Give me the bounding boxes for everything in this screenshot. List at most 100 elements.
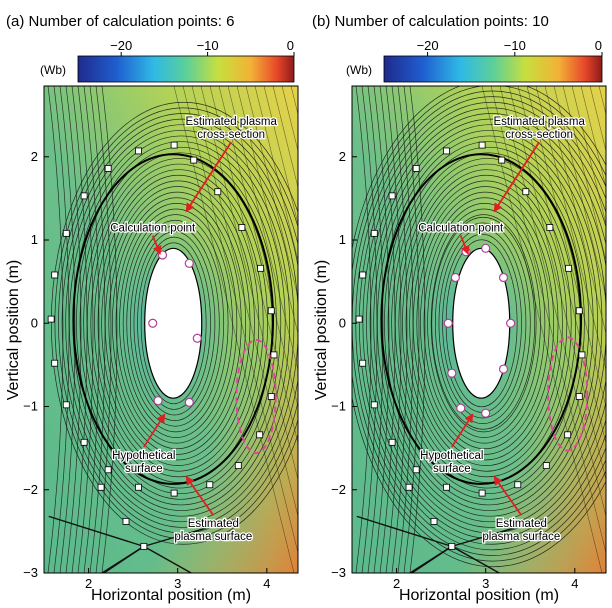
panel-a-surface-point (104, 466, 112, 474)
panel-a-surface-point (51, 271, 59, 279)
panel-b-contour-ring (384, 141, 594, 506)
panel-a-contour-ring (94, 169, 264, 478)
panel-a-contour-ring (76, 141, 286, 506)
panel-a-annotation-text: Estimated (188, 518, 239, 530)
panel-b-contour-ring (398, 163, 576, 483)
panel-b-annotation-text: surface (433, 463, 471, 475)
panel-b-annotation-text: cross-section (505, 129, 573, 141)
panel-b-field-line (544, 86, 606, 335)
panel-a-surface-point (270, 351, 278, 359)
panel-b-surface-point (443, 483, 450, 491)
panel-b-x-tick-label: 3 (482, 576, 489, 591)
panel-b-field-line (409, 86, 426, 573)
panel-a: (a) Number of calculation points: 6 (Wb)… (6, 13, 299, 604)
panel-a-contour-ring (122, 214, 229, 433)
panel-b-xlabel: Horizontal position (m) (399, 587, 559, 604)
panel-b-surface-point (575, 307, 583, 315)
panel-b-calculation-point (456, 403, 466, 413)
panel-a-y-tick-label: −3 (23, 565, 38, 580)
panel-b-axes: 2 3 4 −3 −2 −1 0 1 2 (331, 149, 578, 591)
panel-a-contour-ring (54, 107, 298, 539)
panel-b-colorbar-unit: (Wb) (346, 63, 372, 77)
panel-b-plot-frame (351, 85, 607, 574)
panel-b-contour-ring (416, 191, 555, 455)
panel-b-separatrix-leg (408, 545, 453, 573)
panel-a-y-tick-label: −2 (23, 482, 38, 497)
panel-b-contour-ring (409, 180, 563, 466)
panel-b-surface-point (405, 483, 413, 491)
panel-b-surface-point (478, 489, 486, 497)
panel-a-surface-point (214, 188, 222, 196)
panel-b-estimated-cross-section (547, 336, 589, 452)
panel-a-surface-point (97, 483, 105, 491)
panel-b-colorbar (383, 55, 603, 83)
panel-b-surface-point (430, 517, 438, 525)
panel-b-hypothetical-surface (452, 247, 511, 399)
panel-a-annotation-arrow (151, 235, 162, 255)
panel-b-contour-ring (373, 124, 606, 523)
panel-b-annotation-text: Estimated plasma (493, 116, 585, 128)
panel-a-title: (a) Number of calculation points: 6 (6, 13, 234, 30)
panel-b-calculation-point (498, 272, 509, 283)
panel-b-field-line (385, 86, 402, 573)
panel-b-calculation-point (498, 364, 509, 374)
panel-a-annotation-text: cross-section (197, 129, 265, 141)
panel-a-calculation-point (184, 258, 194, 268)
panel-a-field-line (263, 86, 298, 226)
panel-a-calculation-point (184, 397, 194, 407)
panel-a-field-line (53, 86, 70, 573)
panel-b-x-tick-label: 4 (571, 576, 578, 591)
panel-b-field-line (571, 86, 606, 226)
panel-a-x-tick-label: 4 (263, 576, 270, 591)
panel-a-colorbar-unit: (Wb) (40, 63, 66, 77)
panel-a-annotation: Calculation point (109, 221, 197, 255)
panel-b-surface-point (575, 393, 583, 400)
panel-b-contour-ring (405, 174, 568, 472)
panel-a-surface-point (206, 481, 214, 489)
panel-a-surface-point (267, 393, 275, 400)
panel-b-surface-point (514, 481, 522, 489)
panel-a-y-tick-label: 1 (31, 232, 38, 247)
panel-b-surface-point (564, 431, 572, 439)
panel-a-y-tick-label: 2 (31, 149, 38, 164)
panel-b-colorbar-tick-label: −10 (504, 38, 526, 53)
panel-b-contour-ring (438, 228, 527, 419)
panel-b-ylabel: Vertical position (m) (313, 260, 330, 401)
panel-a-surface-point (135, 483, 142, 491)
panel-a-field-line (65, 86, 82, 573)
panel-a-field-line (173, 86, 295, 573)
panel-b: (b) Number of calculation points: 10 (Wb… (312, 13, 607, 604)
panel-a-contour-ring (115, 203, 238, 444)
panel-a-separatrix-leg (143, 545, 193, 573)
panel-b-contour-ring (387, 146, 590, 500)
panel-b-contour-ring (366, 113, 606, 534)
panel-a-separatrix-leg (143, 517, 240, 548)
panel-b-surface-point (370, 229, 378, 237)
panel-a-field-line (83, 86, 100, 573)
panel-a-separatrix-leg (100, 545, 145, 573)
panel-b-surface-point (370, 401, 378, 409)
panel-a-field-line (209, 86, 298, 445)
panel-b-surface-point (388, 192, 396, 200)
panel-b-calculation-point (443, 318, 453, 328)
panel-b-field-line (517, 86, 606, 445)
panel-a-xlabel: Horizontal position (m) (91, 587, 251, 604)
panel-a-field-line (95, 86, 112, 573)
panel-a-surface-point (190, 156, 198, 164)
panel-b-field-line (373, 86, 390, 573)
panel-a-field-line (89, 86, 106, 573)
panel-a-calculation-point (153, 396, 163, 406)
panel-a-annotation-text: Hypothetical (112, 450, 175, 462)
panel-a-hypothetical-surface (144, 247, 203, 399)
panel-b-separatrix-leg (451, 517, 548, 548)
panel-b-field-line (535, 86, 606, 372)
panel-a-field-line (236, 86, 298, 335)
panel-b-field-line (490, 86, 606, 554)
panel-b-surface-point (355, 315, 363, 323)
panel-b-field-line (361, 86, 378, 573)
panel-b-contour-ring (352, 86, 606, 568)
